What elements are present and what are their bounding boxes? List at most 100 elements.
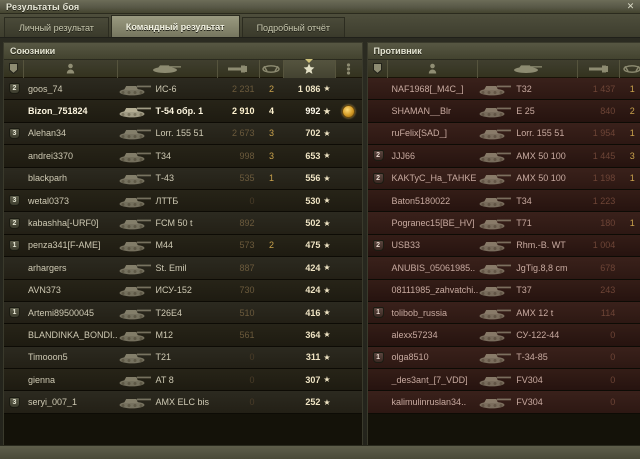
row-vehicle-cell[interactable]: M44 (118, 235, 218, 256)
row-vehicle-cell[interactable]: AT 8 (118, 369, 218, 390)
row-vehicle-cell[interactable]: E 25 (478, 100, 578, 121)
table-row[interactable]: 1 Artemi89500045 T26E4 510 416 ★ (4, 301, 362, 325)
row-vehicle-cell[interactable]: AMX 50 100 (478, 145, 578, 166)
row-vehicle-cell[interactable]: FV304 (478, 391, 578, 412)
platoon-icon[interactable] (4, 59, 24, 78)
row-medals-cell[interactable] (336, 212, 362, 233)
row-player-cell[interactable]: alexx57234 (388, 324, 479, 345)
table-row[interactable]: andrei3370 T34 998 3 653 ★ (4, 145, 362, 168)
row-vehicle-cell[interactable]: T71 (478, 212, 578, 233)
row-player-cell[interactable]: Pogranec15[BE_HV] (388, 212, 479, 233)
row-medals-cell[interactable] (336, 100, 362, 121)
row-vehicle-cell[interactable]: JgTig.8,8 cm (478, 257, 578, 278)
row-player-cell[interactable]: seryi_007_1 (24, 391, 118, 412)
kills-icon[interactable] (260, 59, 284, 78)
xp-column-header[interactable] (283, 58, 336, 78)
row-vehicle-cell[interactable]: St. Emil (118, 257, 218, 278)
allies-row-list[interactable]: 2 goos_74 ИС-6 2 231 2 1 086 ★ Bizon_751824 Т-54… (4, 78, 362, 445)
row-medals-cell[interactable] (336, 190, 362, 211)
row-player-cell[interactable]: SHAMAN__Blr (388, 100, 479, 121)
row-vehicle-cell[interactable]: Lorr. 155 51 (118, 123, 218, 144)
player-icon[interactable] (24, 59, 118, 78)
row-vehicle-cell[interactable]: T37 (478, 280, 578, 301)
row-player-cell[interactable]: kabashha[-URF0] (24, 212, 118, 233)
row-player-cell[interactable]: 08111985_zahvatchi.. (388, 280, 479, 301)
damage-icon[interactable] (578, 59, 621, 78)
table-row[interactable]: 2 kabashha[-URF0] FCM 50 t 892 502 ★ (4, 212, 362, 235)
row-vehicle-cell[interactable]: T26E4 (118, 302, 218, 323)
row-vehicle-cell[interactable]: Т-34-85 (478, 347, 578, 368)
table-row[interactable]: kalimulinruslan34..FV304083★ (367, 391, 640, 414)
table-row[interactable]: Timooon5 T21 0 311 ★ (4, 346, 362, 370)
row-vehicle-cell[interactable]: ИСУ-152 (118, 280, 218, 301)
tank-icon[interactable] (478, 59, 579, 78)
row-player-cell[interactable]: KAKTyC_Ha_TAHKE (388, 168, 479, 189)
row-vehicle-cell[interactable]: T21 (118, 347, 218, 368)
row-medals-cell[interactable] (336, 257, 362, 278)
row-vehicle-cell[interactable]: AMX 50 100 (478, 168, 578, 189)
row-medals-cell[interactable] (336, 391, 362, 412)
row-player-cell[interactable]: Baton5180022 (388, 190, 479, 211)
medal-icon[interactable] (336, 60, 362, 78)
damage-icon[interactable] (218, 59, 260, 78)
player-icon[interactable] (388, 59, 479, 78)
table-row[interactable]: blackparh Т-43 535 1 556 ★ (4, 167, 362, 190)
table-row[interactable]: 3 Alehan34 Lorr. 155 51 2 673 3 702 ★ (4, 122, 362, 146)
row-vehicle-cell[interactable]: FV304 (478, 369, 578, 390)
row-player-cell[interactable]: Timooon5 (24, 347, 118, 368)
row-player-cell[interactable]: JJJ66 (388, 145, 479, 166)
row-player-cell[interactable]: tolibob_russia (388, 302, 479, 323)
kills-icon[interactable] (620, 60, 640, 78)
tank-icon[interactable] (118, 59, 218, 78)
row-medals-cell[interactable] (336, 123, 362, 144)
row-vehicle-cell[interactable]: AMX ELC bis (118, 391, 218, 412)
row-vehicle-cell[interactable]: T34 (478, 190, 578, 211)
table-row[interactable]: 08111985_zahvatchi..T37243141★ (367, 279, 640, 302)
platoon-icon[interactable] (368, 59, 388, 78)
row-player-cell[interactable]: olga8510 (388, 347, 479, 368)
row-player-cell[interactable]: Bizon_751824 (24, 100, 118, 121)
row-player-cell[interactable]: BLANDINKA_BONDI.. (24, 324, 118, 345)
row-vehicle-cell[interactable]: T32 (478, 78, 578, 99)
table-row[interactable]: ANUBIS_05061985..JgTig.8,8 cm678143★ (367, 257, 640, 280)
table-row[interactable]: _des3ant_[7_VDD]FV304083★ (367, 369, 640, 392)
row-vehicle-cell[interactable]: FCM 50 t (118, 212, 218, 233)
table-row[interactable]: Bizon_751824 Т-54 обр. 1 2 910 4 992 ★ (4, 100, 362, 123)
row-medals-cell[interactable] (336, 324, 362, 345)
medal-badge-icon[interactable] (342, 104, 356, 118)
table-row[interactable]: ruFelix[SAD_]Lorr. 155 511 9541332★ (367, 122, 640, 146)
row-player-cell[interactable]: ruFelix[SAD_] (388, 123, 479, 144)
row-player-cell[interactable]: andrei3370 (24, 145, 118, 166)
row-player-cell[interactable]: NAF1968[_M4C_] (388, 78, 479, 99)
table-row[interactable]: 2 goos_74 ИС-6 2 231 2 1 086 ★ (4, 78, 362, 101)
row-vehicle-cell[interactable]: Lorr. 155 51 (478, 123, 578, 144)
tab-personal-result[interactable]: Личный результат (4, 17, 109, 37)
row-medals-cell[interactable] (336, 78, 362, 99)
table-row[interactable]: Pogranec15[BE_HV]T711801229★ (367, 212, 640, 235)
row-player-cell[interactable]: Artemi89500045 (24, 302, 118, 323)
row-vehicle-cell[interactable]: M12 (118, 324, 218, 345)
row-player-cell[interactable]: penza341[F-AME] (24, 235, 118, 256)
table-row[interactable]: 3 seryi_007_1 AMX ELC bis 0 252 ★ (4, 391, 362, 414)
row-vehicle-cell[interactable]: ЛТТБ (118, 190, 218, 211)
row-vehicle-cell[interactable]: AMX 12 t (478, 302, 578, 323)
row-player-cell[interactable]: wetal0373 (24, 190, 118, 211)
table-row[interactable]: AVN373 ИСУ-152 730 424 ★ (4, 279, 362, 302)
row-player-cell[interactable]: Alehan34 (24, 123, 118, 144)
table-row[interactable]: arhargers St. Emil 887 424 ★ (4, 257, 362, 280)
table-row[interactable]: BLANDINKA_BONDI.. M12 561 364 ★ (4, 324, 362, 347)
row-player-cell[interactable]: ANUBIS_05061985.. (388, 257, 479, 278)
row-vehicle-cell[interactable]: Rhm.-B. WT (478, 235, 578, 256)
row-player-cell[interactable]: goos_74 (24, 78, 118, 99)
row-medals-cell[interactable] (336, 369, 362, 390)
row-player-cell[interactable]: arhargers (24, 257, 118, 278)
row-vehicle-cell[interactable]: Т-43 (118, 168, 218, 189)
